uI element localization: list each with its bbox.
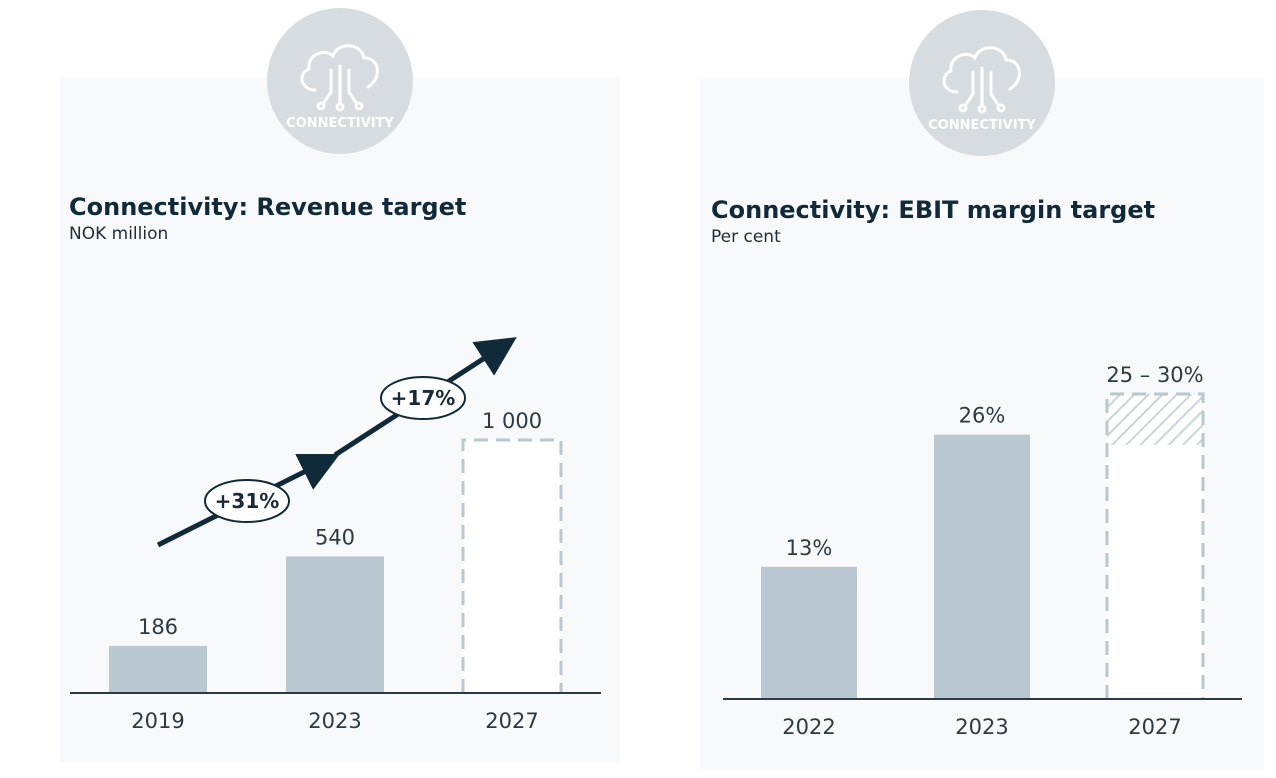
logo-text: CONNECTIVITY — [286, 116, 394, 131]
data-label: 186 — [138, 615, 178, 639]
data-label: 1 000 — [482, 409, 542, 433]
x-tick-label: 2027 — [1128, 715, 1181, 739]
growth-label: +31% — [215, 489, 280, 513]
x-tick-label: 2019 — [131, 709, 184, 733]
logo-text: CONNECTIVITY — [928, 118, 1036, 133]
data-label: 540 — [315, 525, 355, 549]
connectivity-logo: CONNECTIVITY — [267, 8, 413, 154]
bar — [109, 645, 207, 693]
target-range-hatch — [1107, 394, 1203, 445]
connectivity-logo: CONNECTIVITY — [909, 10, 1055, 156]
x-tick-label: 2023 — [308, 709, 361, 733]
chart-subtitle: Per cent — [711, 227, 781, 247]
bar — [286, 556, 384, 693]
chart-title: Connectivity: Revenue target — [69, 193, 467, 221]
bar — [761, 566, 857, 699]
growth-label: +17% — [391, 386, 456, 410]
data-label: 13% — [786, 536, 833, 560]
data-label: 26% — [959, 404, 1006, 428]
chart-subtitle: NOK million — [69, 224, 169, 244]
x-tick-label: 2027 — [485, 709, 538, 733]
x-tick-label: 2022 — [782, 715, 835, 739]
growth-bubble — [204, 479, 290, 523]
cloud-circuit-icon — [942, 46, 1021, 114]
bar — [934, 434, 1030, 699]
target-bar-outline — [1105, 392, 1205, 699]
data-label: 25 – 30% — [1106, 363, 1203, 387]
target-bar-fill — [463, 440, 561, 693]
x-tick-label: 2023 — [955, 715, 1008, 739]
growth-bubble — [380, 376, 466, 420]
cloud-circuit-icon — [300, 44, 379, 112]
chart-title: Connectivity: EBIT margin target — [711, 196, 1156, 224]
